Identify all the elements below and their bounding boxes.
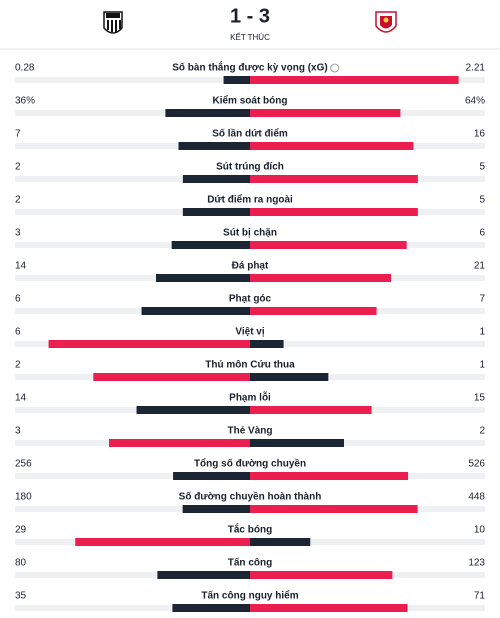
away-value: 15 [474,393,486,404]
away-bar [250,340,284,348]
match-status: KẾT THÚC [230,32,270,42]
home-bar [48,340,251,348]
away-bar [250,307,377,315]
home-logo [103,11,123,34]
home-value: 7 [15,129,21,140]
away-bar [250,109,401,117]
home-bar [182,175,250,183]
away-bar [250,604,408,612]
home-value: 2 [15,360,21,371]
info-icon [330,63,340,73]
away-bar [250,439,344,447]
away-value: 5 [479,195,485,206]
away-bar [250,373,329,381]
home-bar [171,241,250,249]
home-bar [157,571,250,579]
home-value: 36% [15,96,35,107]
home-bar [75,538,250,546]
home-value: 256 [15,459,32,470]
stat-label: Tắc bóng [228,523,272,536]
home-value: 29 [15,525,27,536]
away-bar [250,472,409,480]
away-bar [250,142,414,150]
away-bar [250,274,391,282]
stat-label: Tổng số đường chuyền [194,458,306,470]
home-bar [156,274,250,282]
home-value: 14 [15,393,27,404]
stat-label: Tấn công [228,557,272,569]
away-value: 1 [479,360,485,371]
away-value: 71 [474,591,486,602]
away-bar [250,571,393,579]
away-logo [375,11,397,33]
away-value: 123 [468,558,485,569]
away-value: 526 [468,459,485,470]
home-value: 80 [15,558,27,569]
score: 1 - 3 [230,5,270,27]
away-value: 2 [479,426,485,437]
away-value: 21 [474,261,486,272]
home-bar [223,76,250,84]
away-value: 10 [474,525,486,536]
home-value: 0.28 [15,63,35,74]
stat-label: Phạm lỗi [229,391,271,404]
stat-label: Sút bị chặn [223,228,277,239]
away-value: 6 [479,228,485,239]
stat-label: Số lần dứt điểm [212,128,288,140]
away-bar [250,208,418,216]
home-bar [136,406,250,414]
away-value: 5 [479,162,485,173]
home-value: 14 [15,261,27,272]
stat-label: Việt vị [235,327,264,338]
away-bar [250,406,372,414]
away-bar [250,175,418,183]
home-bar [165,109,250,117]
home-bar [182,505,250,513]
away-bar [250,505,418,513]
home-bar [173,472,250,480]
home-bar [182,208,250,216]
home-bar [141,307,250,315]
away-bar [250,76,459,84]
home-bar [93,373,250,381]
stat-label: Số đường chuyền hoàn thành [179,491,322,503]
home-value: 6 [15,327,21,338]
away-value: 7 [479,294,485,305]
stat-label: Đá phạt [232,261,269,272]
home-bar [178,142,250,150]
home-value: 35 [15,591,27,602]
away-bar [250,241,407,249]
home-value: 2 [15,195,21,206]
home-value: 3 [15,228,21,239]
stat-label: Số bàn thắng được kỳ vọng (xG) [172,61,327,74]
away-value: 16 [474,129,486,140]
away-value: 2.21 [466,63,486,74]
stat-label: Dứt điểm ra ngoài [207,194,293,206]
home-value: 2 [15,162,21,173]
away-bar [250,538,311,546]
home-value: 180 [15,492,32,503]
home-bar [109,439,250,447]
stat-label: Sút trúng đích [216,162,284,173]
stat-label: Thẻ Vàng [227,426,272,437]
away-value: 448 [468,492,485,503]
stat-label: Kiểm soát bóng [212,95,287,107]
home-bar [172,604,250,612]
home-value: 3 [15,426,21,437]
home-value: 6 [15,294,21,305]
stat-label: Tấn công nguy hiểm [201,590,298,602]
away-value: 64% [465,96,485,107]
away-value: 1 [479,327,485,338]
stat-label: Thủ môn Cứu thua [205,360,295,371]
stat-label: Phạt góc [229,294,272,305]
